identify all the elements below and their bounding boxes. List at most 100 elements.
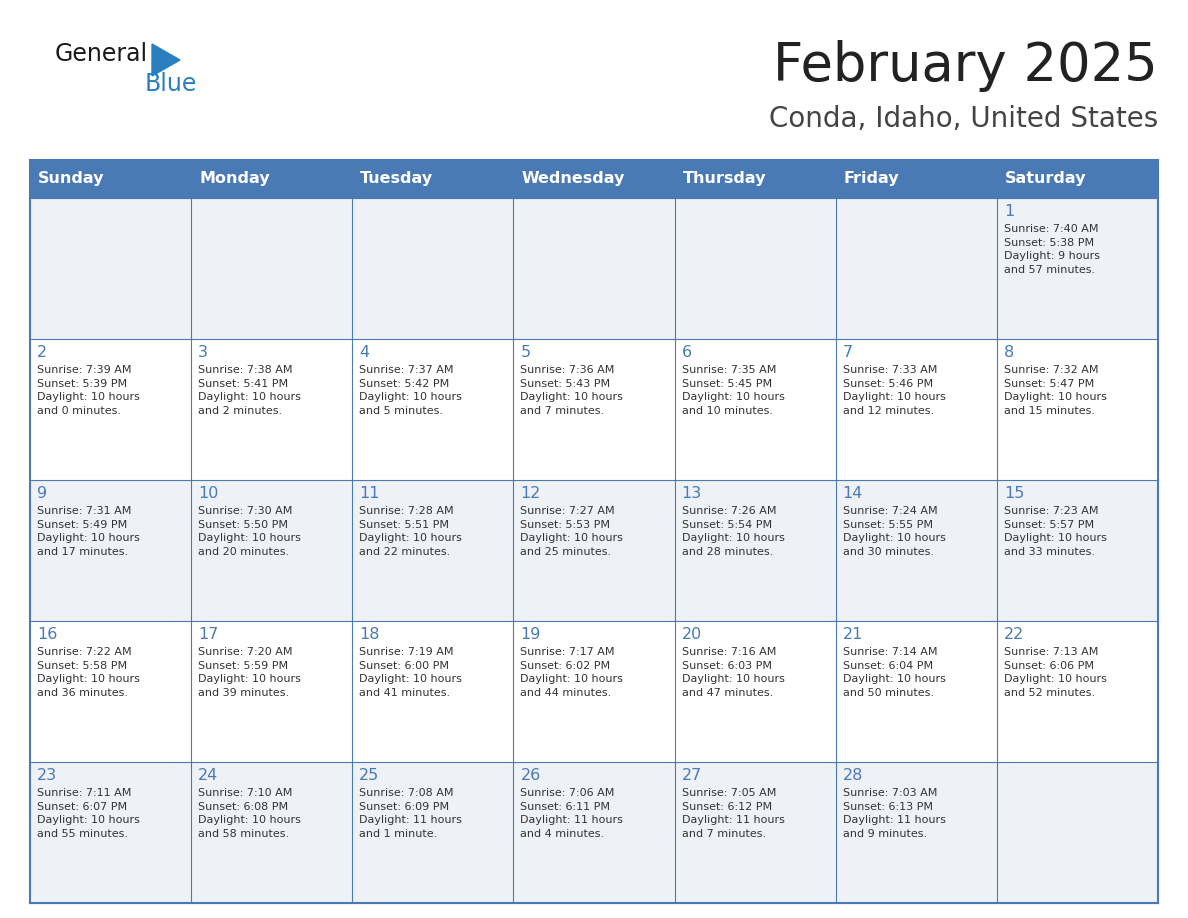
Text: Sunrise: 7:11 AM
Sunset: 6:07 PM
Daylight: 10 hours
and 55 minutes.: Sunrise: 7:11 AM Sunset: 6:07 PM Dayligh… — [37, 788, 140, 839]
Text: Sunrise: 7:23 AM
Sunset: 5:57 PM
Daylight: 10 hours
and 33 minutes.: Sunrise: 7:23 AM Sunset: 5:57 PM Dayligh… — [1004, 506, 1107, 557]
Text: 27: 27 — [682, 768, 702, 783]
Bar — [353, 339, 513, 480]
Text: 2: 2 — [37, 345, 48, 360]
Text: 4: 4 — [359, 345, 369, 360]
Bar — [675, 198, 835, 339]
Text: Sunrise: 7:33 AM
Sunset: 5:46 PM
Daylight: 10 hours
and 12 minutes.: Sunrise: 7:33 AM Sunset: 5:46 PM Dayligh… — [842, 365, 946, 416]
Text: Sunrise: 7:38 AM
Sunset: 5:41 PM
Daylight: 10 hours
and 2 minutes.: Sunrise: 7:38 AM Sunset: 5:41 PM Dayligh… — [198, 365, 301, 416]
Text: 20: 20 — [682, 627, 702, 642]
Bar — [675, 160, 835, 198]
Text: 5: 5 — [520, 345, 531, 360]
Bar — [513, 480, 675, 621]
Text: 25: 25 — [359, 768, 379, 783]
Text: 28: 28 — [842, 768, 864, 783]
Text: Tuesday: Tuesday — [360, 172, 434, 186]
Text: 8: 8 — [1004, 345, 1015, 360]
Text: Sunrise: 7:31 AM
Sunset: 5:49 PM
Daylight: 10 hours
and 17 minutes.: Sunrise: 7:31 AM Sunset: 5:49 PM Dayligh… — [37, 506, 140, 557]
Text: 21: 21 — [842, 627, 864, 642]
Bar — [353, 762, 513, 903]
Text: Sunrise: 7:37 AM
Sunset: 5:42 PM
Daylight: 10 hours
and 5 minutes.: Sunrise: 7:37 AM Sunset: 5:42 PM Dayligh… — [359, 365, 462, 416]
Bar — [513, 160, 675, 198]
Text: 19: 19 — [520, 627, 541, 642]
Text: 3: 3 — [198, 345, 208, 360]
Text: 1: 1 — [1004, 204, 1015, 219]
Text: Sunrise: 7:16 AM
Sunset: 6:03 PM
Daylight: 10 hours
and 47 minutes.: Sunrise: 7:16 AM Sunset: 6:03 PM Dayligh… — [682, 647, 784, 698]
Text: 13: 13 — [682, 486, 702, 501]
Text: Sunrise: 7:30 AM
Sunset: 5:50 PM
Daylight: 10 hours
and 20 minutes.: Sunrise: 7:30 AM Sunset: 5:50 PM Dayligh… — [198, 506, 301, 557]
Bar — [675, 762, 835, 903]
Bar — [191, 762, 353, 903]
Text: Sunrise: 7:10 AM
Sunset: 6:08 PM
Daylight: 10 hours
and 58 minutes.: Sunrise: 7:10 AM Sunset: 6:08 PM Dayligh… — [198, 788, 301, 839]
Text: Sunrise: 7:27 AM
Sunset: 5:53 PM
Daylight: 10 hours
and 25 minutes.: Sunrise: 7:27 AM Sunset: 5:53 PM Dayligh… — [520, 506, 624, 557]
Text: Sunrise: 7:22 AM
Sunset: 5:58 PM
Daylight: 10 hours
and 36 minutes.: Sunrise: 7:22 AM Sunset: 5:58 PM Dayligh… — [37, 647, 140, 698]
Text: Sunrise: 7:36 AM
Sunset: 5:43 PM
Daylight: 10 hours
and 7 minutes.: Sunrise: 7:36 AM Sunset: 5:43 PM Dayligh… — [520, 365, 624, 416]
Bar — [30, 621, 191, 762]
Text: 6: 6 — [682, 345, 691, 360]
Bar — [30, 339, 191, 480]
Text: Sunrise: 7:06 AM
Sunset: 6:11 PM
Daylight: 11 hours
and 4 minutes.: Sunrise: 7:06 AM Sunset: 6:11 PM Dayligh… — [520, 788, 624, 839]
Text: Blue: Blue — [145, 72, 197, 96]
Text: 14: 14 — [842, 486, 864, 501]
Bar — [30, 480, 191, 621]
Bar — [353, 480, 513, 621]
Bar — [835, 621, 997, 762]
Text: 26: 26 — [520, 768, 541, 783]
Bar — [675, 480, 835, 621]
Text: Sunrise: 7:26 AM
Sunset: 5:54 PM
Daylight: 10 hours
and 28 minutes.: Sunrise: 7:26 AM Sunset: 5:54 PM Dayligh… — [682, 506, 784, 557]
Bar — [191, 198, 353, 339]
Bar — [513, 762, 675, 903]
Text: 18: 18 — [359, 627, 380, 642]
Text: 12: 12 — [520, 486, 541, 501]
Text: 7: 7 — [842, 345, 853, 360]
Bar — [191, 480, 353, 621]
Bar — [191, 339, 353, 480]
Bar — [997, 339, 1158, 480]
Bar — [835, 480, 997, 621]
Text: Monday: Monday — [200, 172, 270, 186]
Text: Sunrise: 7:32 AM
Sunset: 5:47 PM
Daylight: 10 hours
and 15 minutes.: Sunrise: 7:32 AM Sunset: 5:47 PM Dayligh… — [1004, 365, 1107, 416]
Text: 24: 24 — [198, 768, 219, 783]
Bar — [513, 198, 675, 339]
Text: 9: 9 — [37, 486, 48, 501]
Text: 16: 16 — [37, 627, 57, 642]
Text: Sunrise: 7:17 AM
Sunset: 6:02 PM
Daylight: 10 hours
and 44 minutes.: Sunrise: 7:17 AM Sunset: 6:02 PM Dayligh… — [520, 647, 624, 698]
Text: Sunrise: 7:20 AM
Sunset: 5:59 PM
Daylight: 10 hours
and 39 minutes.: Sunrise: 7:20 AM Sunset: 5:59 PM Dayligh… — [198, 647, 301, 698]
Text: 11: 11 — [359, 486, 380, 501]
Bar — [353, 621, 513, 762]
Bar — [997, 621, 1158, 762]
Text: 17: 17 — [198, 627, 219, 642]
Text: Conda, Idaho, United States: Conda, Idaho, United States — [769, 105, 1158, 133]
Bar — [30, 198, 191, 339]
Text: Sunrise: 7:05 AM
Sunset: 6:12 PM
Daylight: 11 hours
and 7 minutes.: Sunrise: 7:05 AM Sunset: 6:12 PM Dayligh… — [682, 788, 784, 839]
Text: Sunrise: 7:35 AM
Sunset: 5:45 PM
Daylight: 10 hours
and 10 minutes.: Sunrise: 7:35 AM Sunset: 5:45 PM Dayligh… — [682, 365, 784, 416]
Text: Friday: Friday — [843, 172, 899, 186]
Bar — [997, 762, 1158, 903]
Bar — [513, 621, 675, 762]
Text: Sunrise: 7:24 AM
Sunset: 5:55 PM
Daylight: 10 hours
and 30 minutes.: Sunrise: 7:24 AM Sunset: 5:55 PM Dayligh… — [842, 506, 946, 557]
Text: Sunrise: 7:40 AM
Sunset: 5:38 PM
Daylight: 9 hours
and 57 minutes.: Sunrise: 7:40 AM Sunset: 5:38 PM Dayligh… — [1004, 224, 1100, 274]
Bar — [30, 762, 191, 903]
Bar — [835, 198, 997, 339]
Text: 23: 23 — [37, 768, 57, 783]
Text: Sunrise: 7:03 AM
Sunset: 6:13 PM
Daylight: 11 hours
and 9 minutes.: Sunrise: 7:03 AM Sunset: 6:13 PM Dayligh… — [842, 788, 946, 839]
Text: 15: 15 — [1004, 486, 1024, 501]
Text: Wednesday: Wednesday — [522, 172, 625, 186]
Text: 10: 10 — [198, 486, 219, 501]
Text: Saturday: Saturday — [1005, 172, 1086, 186]
Bar — [675, 621, 835, 762]
Text: Sunrise: 7:28 AM
Sunset: 5:51 PM
Daylight: 10 hours
and 22 minutes.: Sunrise: 7:28 AM Sunset: 5:51 PM Dayligh… — [359, 506, 462, 557]
Text: February 2025: February 2025 — [773, 40, 1158, 92]
Bar — [513, 339, 675, 480]
Text: Sunrise: 7:08 AM
Sunset: 6:09 PM
Daylight: 11 hours
and 1 minute.: Sunrise: 7:08 AM Sunset: 6:09 PM Dayligh… — [359, 788, 462, 839]
Text: Sunrise: 7:14 AM
Sunset: 6:04 PM
Daylight: 10 hours
and 50 minutes.: Sunrise: 7:14 AM Sunset: 6:04 PM Dayligh… — [842, 647, 946, 698]
Bar — [997, 480, 1158, 621]
Bar — [675, 339, 835, 480]
Bar — [353, 198, 513, 339]
Bar — [835, 339, 997, 480]
Bar — [191, 621, 353, 762]
Text: General: General — [55, 42, 148, 66]
Text: Thursday: Thursday — [683, 172, 766, 186]
Bar — [353, 160, 513, 198]
Bar — [835, 762, 997, 903]
Bar — [997, 160, 1158, 198]
